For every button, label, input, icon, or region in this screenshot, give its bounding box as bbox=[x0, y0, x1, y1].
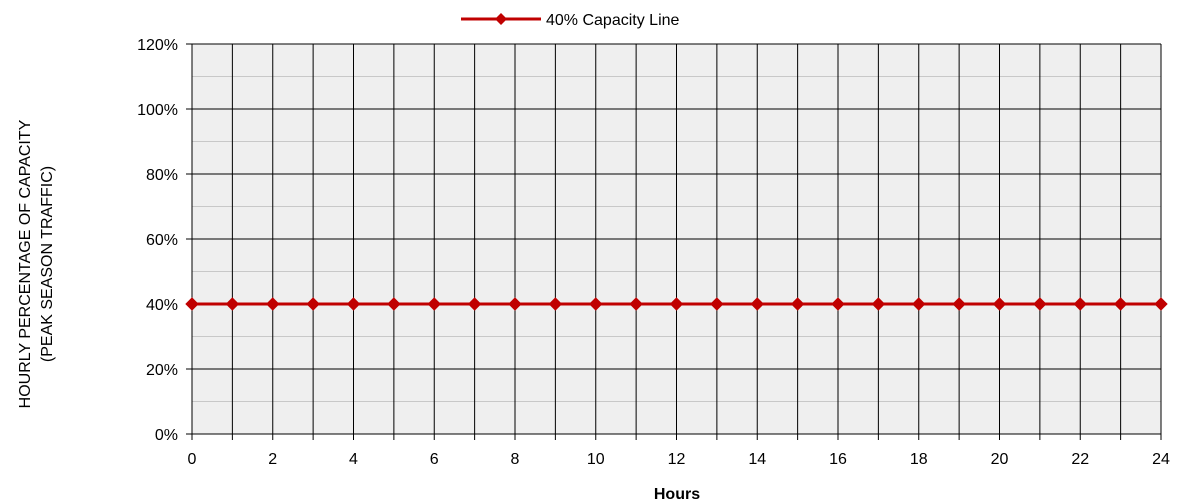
data-point bbox=[185, 297, 199, 311]
y-axis-title: HOURLY PERCENTAGE OF CAPACITY (PEAK SEAS… bbox=[17, 119, 56, 408]
data-point bbox=[831, 297, 845, 311]
data-point bbox=[589, 297, 603, 311]
series-40-capacity bbox=[185, 297, 1168, 311]
x-tick-label: 18 bbox=[910, 451, 928, 468]
legend: 40% Capacity Line bbox=[461, 12, 680, 29]
axes bbox=[186, 43, 1162, 440]
legend-label: 40% Capacity Line bbox=[546, 12, 680, 29]
x-tick-label: 4 bbox=[349, 451, 358, 468]
data-point bbox=[266, 297, 280, 311]
y-tick-label: 100% bbox=[137, 102, 178, 119]
data-point bbox=[346, 297, 361, 311]
data-point bbox=[629, 297, 643, 311]
y-tick-label: 80% bbox=[146, 167, 178, 184]
data-point bbox=[1033, 297, 1047, 311]
data-point bbox=[225, 297, 240, 311]
x-tick-label: 16 bbox=[829, 451, 847, 468]
tick-labels: 0%20%40%60%80%100%120%0 2 4 6 8 10 12 14 16 18 20 2… bbox=[137, 37, 1170, 468]
data-point bbox=[912, 297, 926, 311]
x-tick-label: 12 bbox=[668, 451, 686, 468]
x-axis-title: Hours bbox=[654, 486, 700, 503]
x-tick-label: 2 bbox=[268, 451, 277, 468]
x-tick-label: 0 bbox=[188, 451, 197, 468]
y-tick-label: 20% bbox=[146, 362, 178, 379]
x-tick-label: 20 bbox=[991, 451, 1009, 468]
data-point bbox=[750, 297, 764, 311]
data-point bbox=[710, 297, 724, 311]
y-tick-label: 60% bbox=[146, 232, 178, 249]
data-point bbox=[306, 297, 320, 311]
data-point bbox=[790, 297, 805, 311]
data-point bbox=[952, 297, 966, 311]
data-point bbox=[1113, 297, 1128, 311]
x-tick-label: 22 bbox=[1071, 451, 1089, 468]
data-point bbox=[992, 297, 1007, 311]
x-tick-label: 10 bbox=[587, 451, 605, 468]
data-point bbox=[1073, 297, 1087, 311]
y-axis-title-line-2: (PEAK SEASON TRAFFIC) bbox=[39, 166, 56, 362]
x-tick-label: 24 bbox=[1152, 451, 1170, 468]
data-point bbox=[548, 297, 563, 311]
data-point bbox=[508, 297, 522, 311]
data-point bbox=[669, 297, 684, 311]
x-tick-label: 8 bbox=[511, 451, 520, 468]
data-point bbox=[387, 297, 401, 311]
legend-diamond-marker bbox=[495, 13, 507, 25]
data-point bbox=[467, 297, 482, 311]
x-tick-label: 14 bbox=[748, 451, 766, 468]
y-tick-label: 120% bbox=[137, 37, 178, 54]
y-axis-title-line-1: HOURLY PERCENTAGE OF CAPACITY bbox=[17, 119, 34, 408]
x-tick-label: 6 bbox=[430, 451, 439, 468]
y-tick-label: 0% bbox=[155, 427, 178, 444]
data-point bbox=[871, 297, 886, 311]
data-point bbox=[427, 297, 441, 311]
y-tick-label: 40% bbox=[146, 297, 178, 314]
data-point bbox=[1154, 297, 1168, 311]
